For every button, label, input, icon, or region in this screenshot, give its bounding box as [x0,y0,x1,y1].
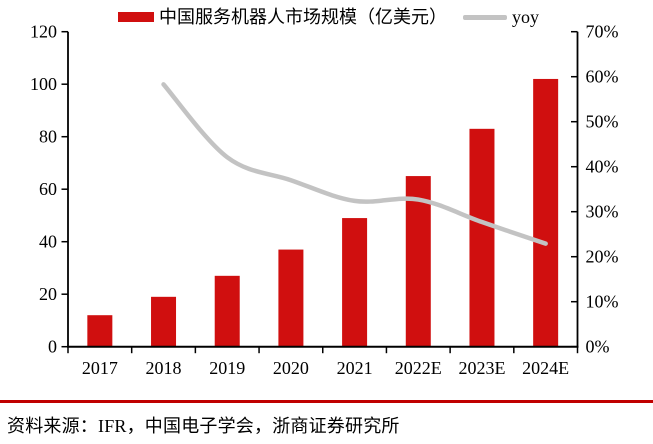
right-tick-label: 60% [586,67,619,87]
line-series-swatch [463,14,507,20]
bar-2017 [87,315,113,347]
left-tick-label: 120 [30,22,57,42]
yoy-line [161,82,548,246]
source-note: 资料来源：IFR，中国电子学会，浙商证券研究所 [7,416,400,436]
chart-plot: 0 20 40 60 80 100 120 0% 10% 20% 30% 40% 50% 60% 70% 20… [30,22,619,378]
right-tick-label: 10% [586,292,619,312]
x-tick-label: 2020 [273,358,309,378]
bar-2019 [214,275,240,347]
right-tick-label: 50% [586,112,619,132]
x-tick-label: 2022E [395,358,442,378]
legend-item-market-size: 中国服务机器人市场规模（亿美元） [118,8,447,26]
x-tick-label: 2018 [146,358,182,378]
left-tick-label: 20 [39,284,57,304]
chart-footer: 资料来源：IFR，中国电子学会，浙商证券研究所 [0,400,653,438]
bar-2022E [405,176,431,347]
right-tick-label: 40% [586,157,619,177]
left-tick-label: 80 [39,127,57,147]
x-tick-label: 2024E [522,358,569,378]
left-tick-label: 0 [48,337,57,357]
x-tick-label: 2023E [458,358,505,378]
right-tick-label: 30% [586,202,619,222]
x-tick-label: 2021 [337,358,373,378]
bar-2018 [151,296,177,347]
x-tick-label: 2019 [209,358,245,378]
left-tick-label: 40 [39,232,57,252]
bar-series-swatch [118,12,154,22]
legend-label-market-size: 中国服务机器人市场规模（亿美元） [159,7,447,27]
legend-item-yoy: yoy [463,8,539,26]
chart-legend: 中国服务机器人市场规模（亿美元） yoy [118,8,539,26]
right-tick-label: 70% [586,22,619,42]
left-tick-label: 100 [30,74,57,94]
bar-2020 [278,249,304,347]
x-tick-label: 2017 [82,358,118,378]
right-tick-label: 0% [586,337,610,357]
bar-2024E [533,78,559,347]
right-tick-label: 20% [586,247,619,267]
footer-divider [0,400,653,403]
legend-label-yoy: yoy [512,7,539,27]
left-tick-label: 60 [39,179,57,199]
bar-2021 [342,218,368,347]
bar-2023E [469,128,495,347]
